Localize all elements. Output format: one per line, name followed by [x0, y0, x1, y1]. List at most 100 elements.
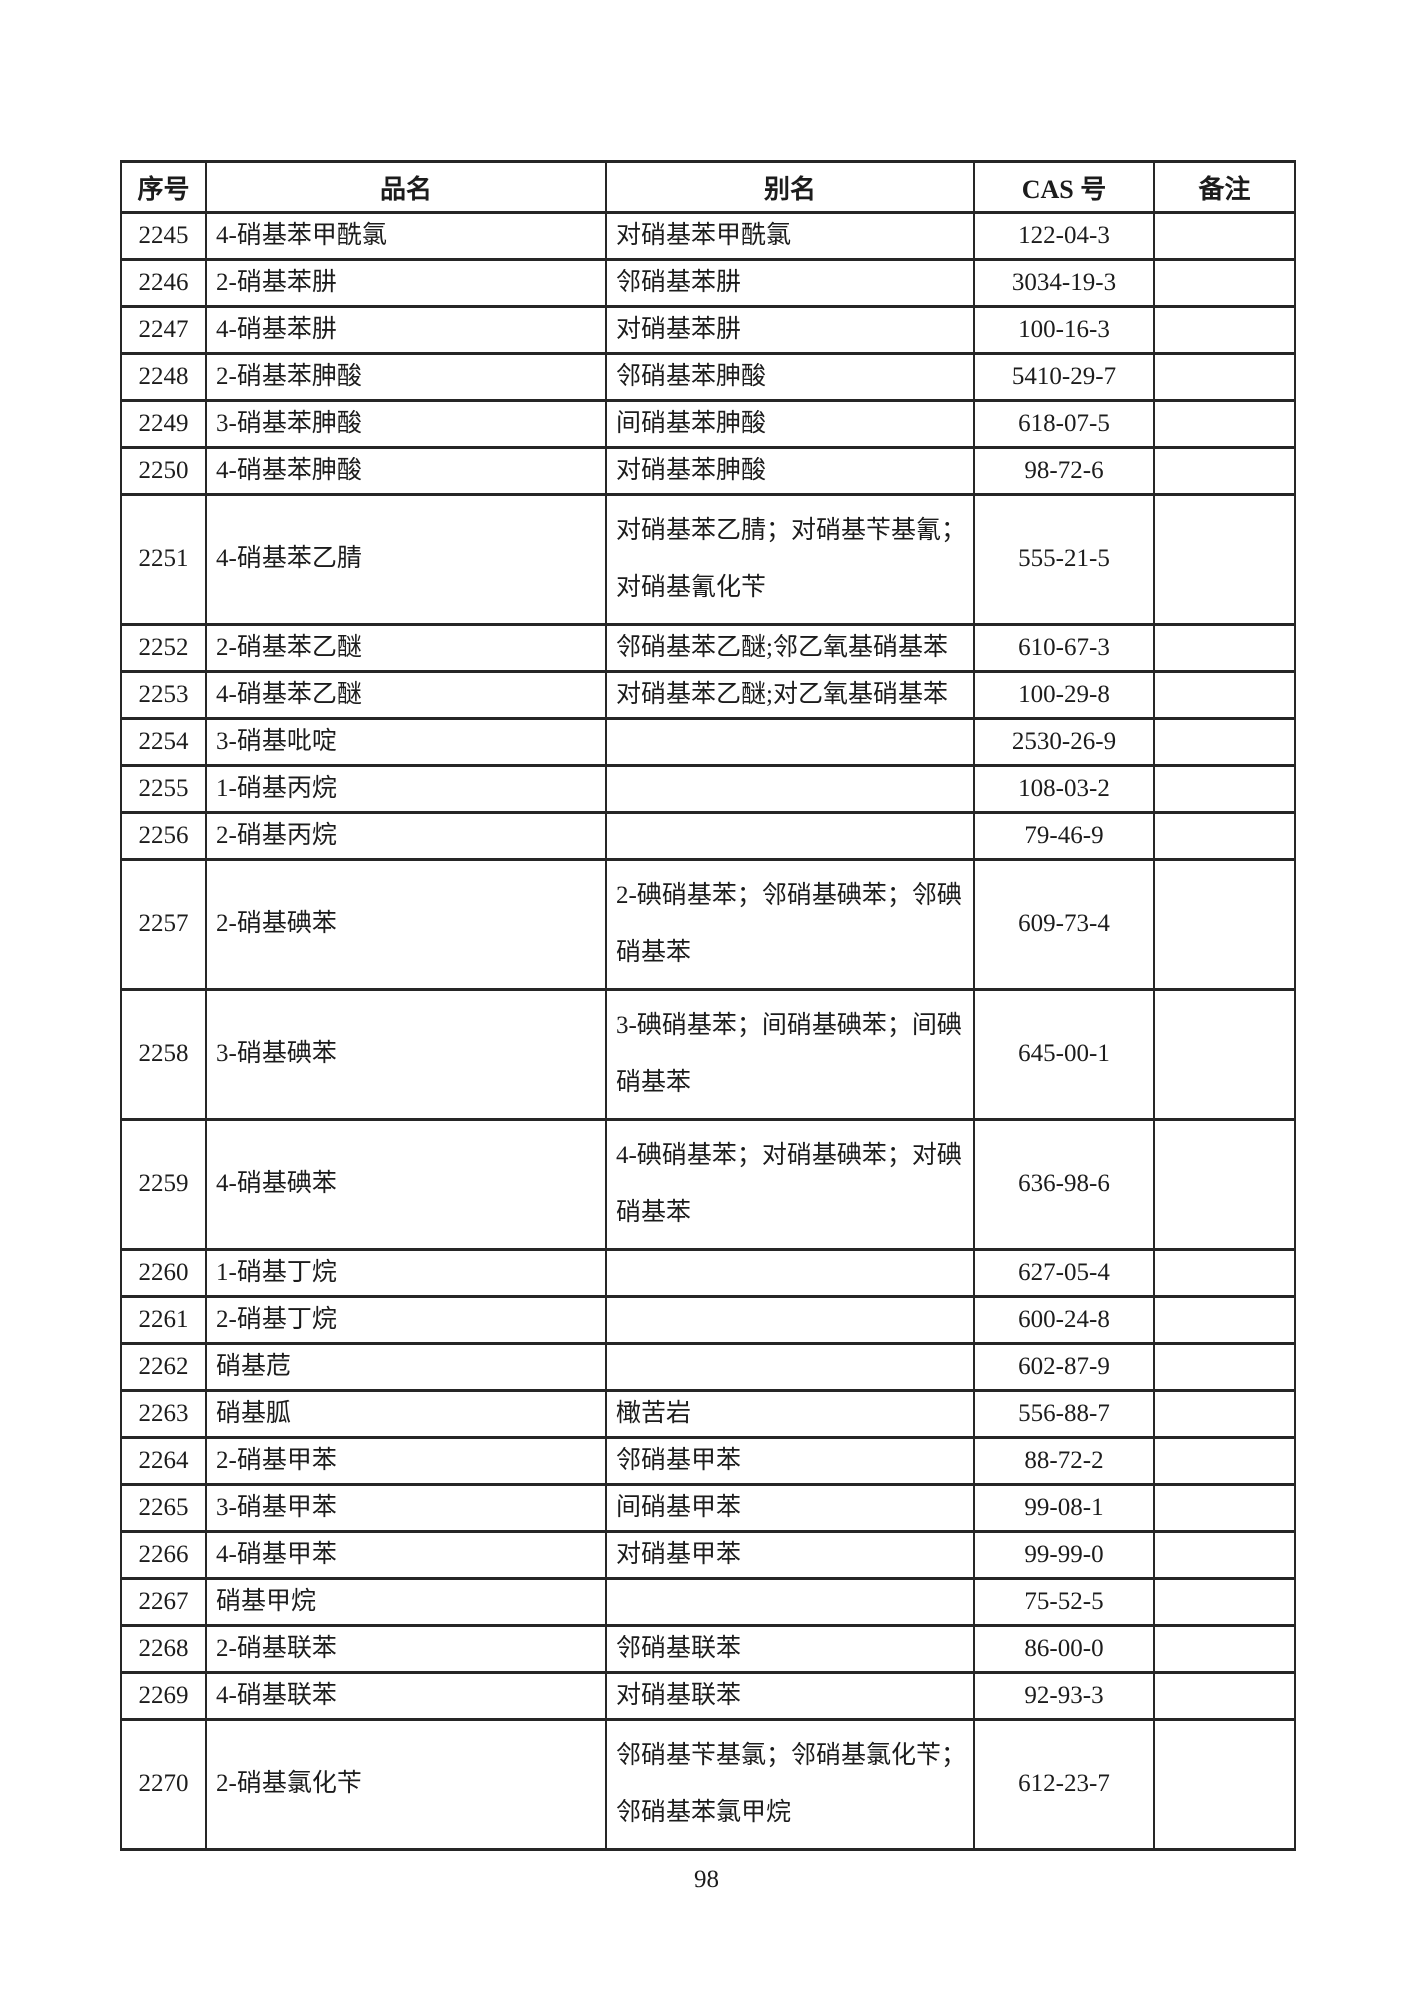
- serial-cell: 2260: [120, 1248, 207, 1298]
- name-cell: 3-硝基碘苯: [205, 988, 607, 1121]
- chemical-table: 序号 品名 别名 CAS 号 备注 2245 4-硝基苯甲酰氯 对硝基苯甲酰氯 122…: [120, 160, 1296, 1851]
- serial-cell: 2261: [120, 1295, 207, 1345]
- alias-cell: 邻硝基联苯: [605, 1624, 975, 1674]
- column-header-serial: 序号: [120, 160, 207, 214]
- remark-cell: [1153, 858, 1296, 991]
- alias-cell: [605, 1577, 975, 1627]
- remark-cell: [1153, 1118, 1296, 1251]
- alias-cell: 对硝基苯乙腈；对硝基苄基氰； 对硝基氰化苄: [605, 493, 975, 626]
- table-row: 2249 3-硝基苯胂酸 间硝基苯胂酸 618-07-5: [120, 399, 1296, 449]
- remark-cell: [1153, 1248, 1296, 1298]
- remark-cell: [1153, 1295, 1296, 1345]
- table-row: 2266 4-硝基甲苯 对硝基甲苯 99-99-0: [120, 1530, 1296, 1580]
- alias-cell: 间硝基苯胂酸: [605, 399, 975, 449]
- alias-cell: 对硝基苯胂酸: [605, 446, 975, 496]
- alias-cell: [605, 811, 975, 861]
- serial-cell: 2262: [120, 1342, 207, 1392]
- serial-cell: 2248: [120, 352, 207, 402]
- serial-cell: 2253: [120, 670, 207, 720]
- name-cell: 1-硝基丁烷: [205, 1248, 607, 1298]
- serial-cell: 2255: [120, 764, 207, 814]
- remark-cell: [1153, 1577, 1296, 1627]
- alias-cell: 邻硝基苯胂酸: [605, 352, 975, 402]
- name-cell: 2-硝基氯化苄: [205, 1718, 607, 1851]
- header-row: 序号 品名 别名 CAS 号 备注: [120, 160, 1296, 214]
- table-row: 2254 3-硝基吡啶 2530-26-9: [120, 717, 1296, 767]
- remark-cell: [1153, 493, 1296, 626]
- cas-cell: 618-07-5: [973, 399, 1155, 449]
- table-row: 2255 1-硝基丙烷 108-03-2: [120, 764, 1296, 814]
- serial-cell: 2265: [120, 1483, 207, 1533]
- table-row: 2256 2-硝基丙烷 79-46-9: [120, 811, 1296, 861]
- remark-cell: [1153, 352, 1296, 402]
- column-header-remark: 备注: [1153, 160, 1296, 214]
- column-header-name: 品名: [205, 160, 607, 214]
- serial-cell: 2249: [120, 399, 207, 449]
- table-row: 2252 2-硝基苯乙醚 邻硝基苯乙醚;邻乙氧基硝基苯 610-67-3: [120, 623, 1296, 673]
- serial-cell: 2254: [120, 717, 207, 767]
- serial-cell: 2251: [120, 493, 207, 626]
- alias-cell: 对硝基苯乙醚;对乙氧基硝基苯: [605, 670, 975, 720]
- alias-cell: [605, 1295, 975, 1345]
- table-row: 2259 4-硝基碘苯 4-碘硝基苯；对硝基碘苯；对碘 硝基苯 636-98-6: [120, 1118, 1296, 1251]
- name-cell: 4-硝基苯乙醚: [205, 670, 607, 720]
- table-row: 2245 4-硝基苯甲酰氯 对硝基苯甲酰氯 122-04-3: [120, 211, 1296, 261]
- table-row: 2253 4-硝基苯乙醚 对硝基苯乙醚;对乙氧基硝基苯 100-29-8: [120, 670, 1296, 720]
- remark-cell: [1153, 670, 1296, 720]
- column-header-cas: CAS 号: [973, 160, 1155, 214]
- alias-cell: 3-碘硝基苯；间硝基碘苯；间碘 硝基苯: [605, 988, 975, 1121]
- table-row: 2261 2-硝基丁烷 600-24-8: [120, 1295, 1296, 1345]
- remark-cell: [1153, 1342, 1296, 1392]
- table-row: 2250 4-硝基苯胂酸 对硝基苯胂酸 98-72-6: [120, 446, 1296, 496]
- serial-cell: 2252: [120, 623, 207, 673]
- table-row: 2265 3-硝基甲苯 间硝基甲苯 99-08-1: [120, 1483, 1296, 1533]
- table-row: 2270 2-硝基氯化苄 邻硝基苄基氯；邻硝基氯化苄； 邻硝基苯氯甲烷 612-23-…: [120, 1718, 1296, 1851]
- remark-cell: [1153, 764, 1296, 814]
- cas-cell: 5410-29-7: [973, 352, 1155, 402]
- cas-cell: 100-16-3: [973, 305, 1155, 355]
- cas-cell: 600-24-8: [973, 1295, 1155, 1345]
- alias-cell: 橄苦岩: [605, 1389, 975, 1439]
- remark-cell: [1153, 1718, 1296, 1851]
- serial-cell: 2270: [120, 1718, 207, 1851]
- name-cell: 2-硝基苯乙醚: [205, 623, 607, 673]
- cas-cell: 609-73-4: [973, 858, 1155, 991]
- alias-cell: [605, 717, 975, 767]
- table-row: 2264 2-硝基甲苯 邻硝基甲苯 88-72-2: [120, 1436, 1296, 1486]
- cas-cell: 79-46-9: [973, 811, 1155, 861]
- remark-cell: [1153, 717, 1296, 767]
- serial-cell: 2267: [120, 1577, 207, 1627]
- alias-cell: 对硝基苯肼: [605, 305, 975, 355]
- serial-cell: 2250: [120, 446, 207, 496]
- cas-cell: 555-21-5: [973, 493, 1155, 626]
- name-cell: 2-硝基甲苯: [205, 1436, 607, 1486]
- table-row: 2269 4-硝基联苯 对硝基联苯 92-93-3: [120, 1671, 1296, 1721]
- name-cell: 1-硝基丙烷: [205, 764, 607, 814]
- table-row: 2268 2-硝基联苯 邻硝基联苯 86-00-0: [120, 1624, 1296, 1674]
- name-cell: 2-硝基苯肼: [205, 258, 607, 308]
- alias-cell: 间硝基甲苯: [605, 1483, 975, 1533]
- table-row: 2247 4-硝基苯肼 对硝基苯肼 100-16-3: [120, 305, 1296, 355]
- page-number: 98: [694, 1866, 719, 1893]
- serial-cell: 2268: [120, 1624, 207, 1674]
- table-row: 2251 4-硝基苯乙腈 对硝基苯乙腈；对硝基苄基氰； 对硝基氰化苄 555-21-5: [120, 493, 1296, 626]
- name-cell: 2-硝基丁烷: [205, 1295, 607, 1345]
- cas-cell: 99-08-1: [973, 1483, 1155, 1533]
- alias-cell: [605, 764, 975, 814]
- serial-cell: 2269: [120, 1671, 207, 1721]
- alias-cell: 邻硝基苯乙醚;邻乙氧基硝基苯: [605, 623, 975, 673]
- column-header-alias: 别名: [605, 160, 975, 214]
- serial-cell: 2266: [120, 1530, 207, 1580]
- remark-cell: [1153, 305, 1296, 355]
- alias-cell: 邻硝基甲苯: [605, 1436, 975, 1486]
- remark-cell: [1153, 811, 1296, 861]
- name-cell: 2-硝基丙烷: [205, 811, 607, 861]
- cas-cell: 75-52-5: [973, 1577, 1155, 1627]
- table-row: 2258 3-硝基碘苯 3-碘硝基苯；间硝基碘苯；间碘 硝基苯 645-00-1: [120, 988, 1296, 1121]
- name-cell: 硝基甲烷: [205, 1577, 607, 1627]
- remark-cell: [1153, 1530, 1296, 1580]
- remark-cell: [1153, 1389, 1296, 1439]
- remark-cell: [1153, 1436, 1296, 1486]
- name-cell: 硝基苊: [205, 1342, 607, 1392]
